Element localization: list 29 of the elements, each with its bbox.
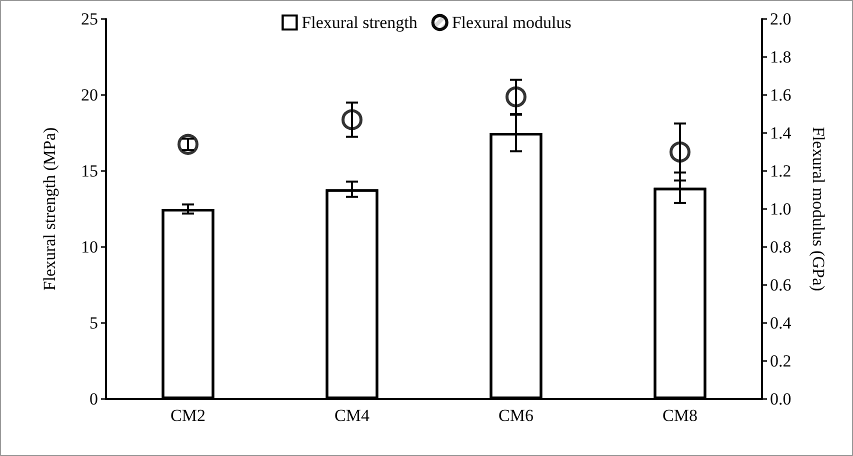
y2-tick-label: 2.0 [770,10,792,28]
legend-label: Flexural strength [302,13,418,32]
y2-tick-label: 1.8 [770,48,792,66]
y2-tick-label: 0.0 [770,390,792,408]
y2-tick-label: 0.4 [770,314,792,332]
y-tick-label: 25 [81,10,98,28]
x-tick-label: CM6 [498,406,534,425]
y2-axis-title: Flexural modulus (GPa) [809,126,828,292]
y-axis-title: Flexural strength (MPa) [40,127,59,291]
y-tick-label: 0 [90,390,98,408]
y-tick-label: 10 [81,238,98,256]
x-tick-label: CM2 [170,406,206,425]
legend-label: Flexural modulus [452,13,572,32]
point [506,86,526,108]
x-tick-label: CM8 [662,406,698,425]
x-tick-label: CM4 [334,406,370,425]
y-tick-label: 5 [90,314,98,332]
y-tick-label: 20 [81,86,98,104]
point [342,109,362,130]
y2-tick-label: 1.4 [770,124,792,142]
y2-tick-label: 0.6 [770,276,792,294]
y2-tick-label: 1.2 [770,162,792,180]
y2-tick-label: 1.6 [770,86,792,104]
y2-tick-label: 0.2 [770,352,792,370]
y-tick-label: 15 [81,162,98,180]
y2-tick-label: 1.0 [770,200,792,218]
point [670,142,690,162]
y2-tick-label: 0.8 [770,238,792,256]
point [178,134,198,155]
